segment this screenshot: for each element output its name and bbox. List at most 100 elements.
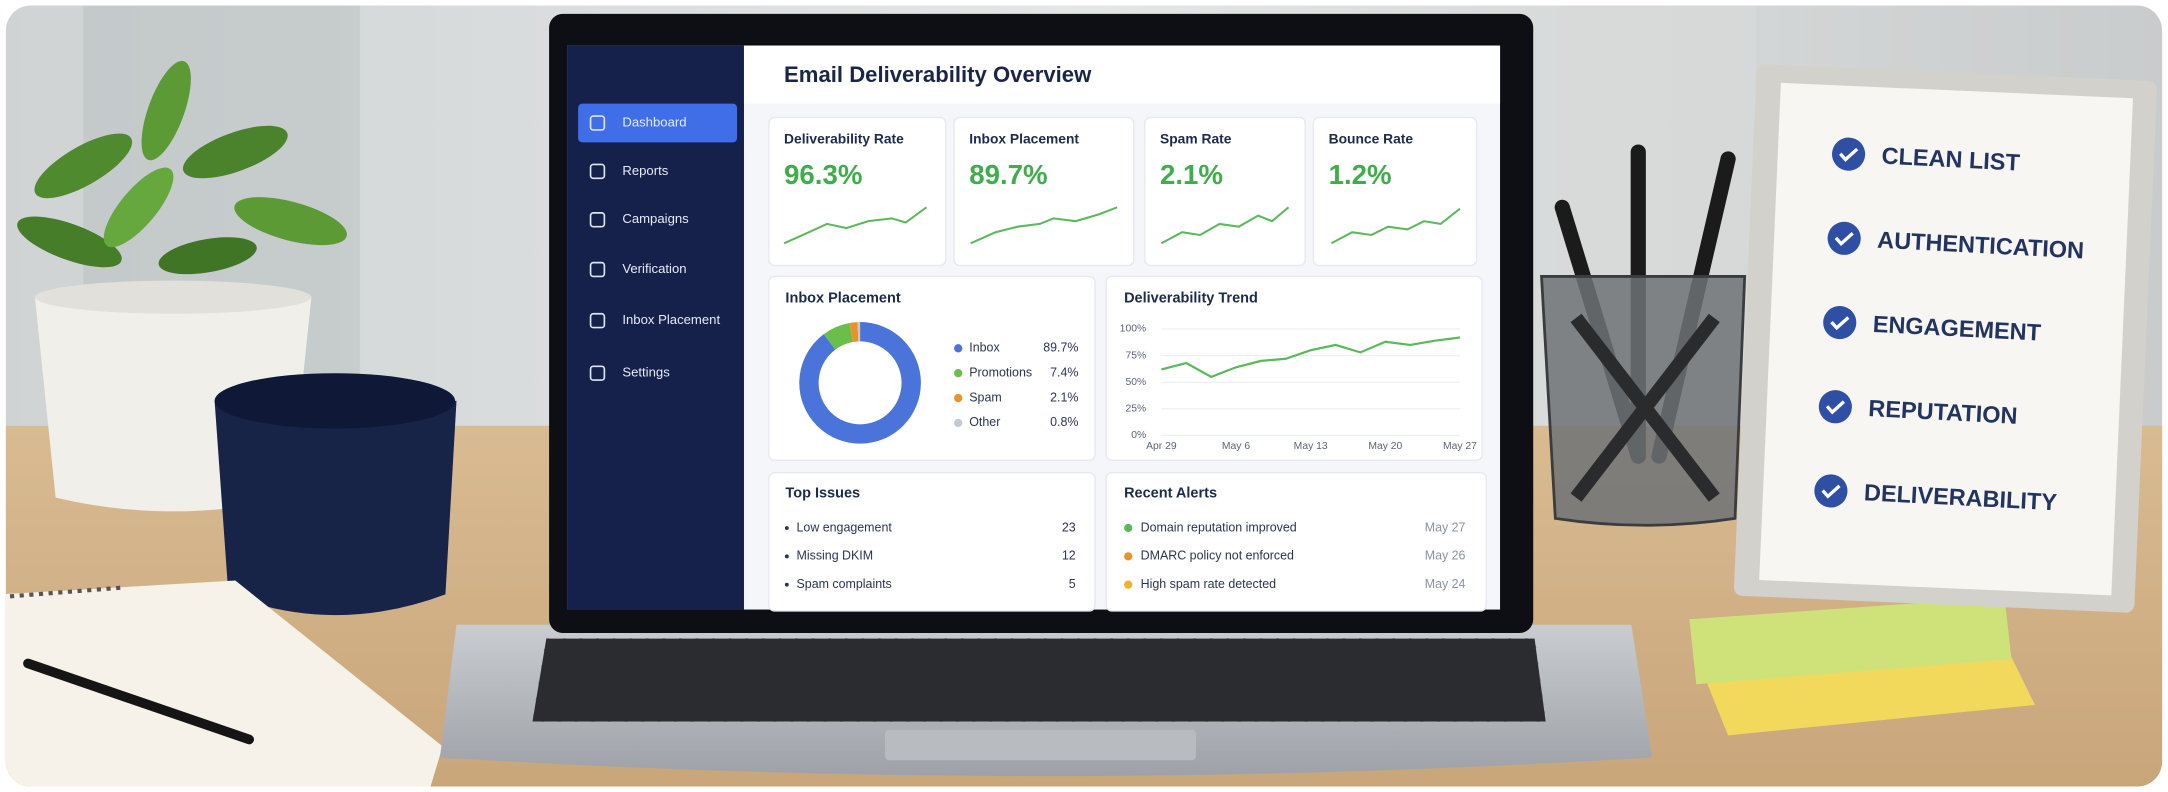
- plant-part: [34, 133, 133, 199]
- kpi-label: Inbox Placement: [969, 130, 1079, 146]
- alert-date: May 27: [1425, 520, 1466, 534]
- y-tick-label: 0%: [1131, 430, 1146, 441]
- bullet: [784, 526, 789, 530]
- nav-item[interactable]: Inbox Placement: [622, 312, 720, 327]
- y-tick-label: 100%: [1120, 324, 1147, 335]
- nav-item[interactable]: Reports: [622, 163, 668, 178]
- check-icon: [1814, 474, 1848, 508]
- issue-label: Missing DKIM: [797, 549, 874, 563]
- alert-text: DMARC policy not enforced: [1141, 549, 1294, 563]
- plant-part: [34, 280, 312, 314]
- page-title: Email Deliverability Overview: [784, 62, 1092, 87]
- card: [1144, 116, 1306, 267]
- check-icon: [1818, 390, 1852, 424]
- sticky-notes: [1689, 597, 2035, 736]
- sparklines-part: [970, 206, 1118, 245]
- y-tick-label: 50%: [1125, 377, 1146, 388]
- legend-dot: [954, 344, 963, 353]
- card-title: Recent Alerts: [1124, 485, 1217, 501]
- mug: [214, 373, 457, 616]
- issue-count: 12: [1062, 549, 1076, 563]
- notebook: [5, 580, 443, 787]
- legend-dot: [954, 393, 963, 403]
- pen-holder: [1540, 144, 1747, 527]
- legend-name: Other: [969, 415, 1000, 429]
- alert-date: May 24: [1425, 577, 1466, 591]
- mug-part: [214, 373, 456, 429]
- nav-icon: [589, 312, 606, 329]
- plant-part: [182, 125, 288, 179]
- pen-holder-part: [1540, 275, 1747, 527]
- active-nav: [578, 103, 738, 143]
- check-mark: [1834, 232, 1854, 247]
- legend-name: Spam: [969, 390, 1001, 404]
- y-tick-label: 75%: [1125, 350, 1146, 361]
- dashboard: Email Deliverability Overview Dashboard R…: [578, 62, 1487, 612]
- check-mark: [1821, 484, 1841, 499]
- sticky-notes-part: [1689, 597, 2012, 685]
- card: [768, 275, 1096, 461]
- pen-holder-part: [1570, 313, 1720, 502]
- card: [1312, 116, 1478, 267]
- kpi-label: Bounce Rate: [1329, 130, 1414, 146]
- sparklines-part: [1160, 206, 1290, 245]
- legend-value: 7.4%: [1050, 365, 1078, 379]
- x-tick-label: May 6: [1222, 441, 1250, 452]
- issue-count: 5: [1069, 577, 1076, 591]
- card-title: Inbox Placement: [785, 290, 900, 306]
- card: [768, 116, 947, 267]
- card: [1105, 472, 1487, 612]
- issue-label: Low engagement: [797, 520, 893, 534]
- nav-item[interactable]: Verification: [622, 261, 686, 276]
- plant-part: [158, 237, 257, 275]
- card: [953, 116, 1135, 267]
- card: [768, 472, 1096, 612]
- x-tick-label: Apr 29: [1146, 441, 1177, 452]
- donut-segment: [799, 322, 921, 444]
- check-mark: [1825, 400, 1846, 415]
- plant-part: [17, 216, 122, 268]
- legend-dot: [954, 418, 963, 428]
- card-title: Top Issues: [785, 485, 860, 501]
- nav-icon: [589, 365, 606, 381]
- alert-text: High spam rate detected: [1141, 577, 1276, 591]
- sparklines-part: [1330, 207, 1461, 245]
- card: [1105, 275, 1483, 461]
- alert-dot: [1124, 552, 1133, 561]
- check-icon: [1827, 221, 1861, 255]
- check-mark: [1839, 147, 1859, 162]
- legend-value: 0.8%: [1050, 415, 1078, 429]
- kpi-label: Deliverability Rate: [784, 130, 904, 146]
- laptop-part: [743, 45, 1501, 104]
- nav-item[interactable]: Settings: [622, 365, 670, 380]
- legend-name: Promotions: [969, 365, 1032, 379]
- plant-part: [141, 60, 191, 161]
- alert-dot: [1124, 523, 1133, 533]
- check-mark: [1830, 316, 1850, 331]
- notebook-part: [23, 658, 254, 745]
- laptop-part: [532, 638, 1546, 722]
- plant-part: [234, 197, 347, 246]
- legend-value: 89.7%: [1043, 341, 1078, 355]
- issue-count: 23: [1062, 520, 1076, 534]
- kpi-value: 1.2%: [1329, 159, 1392, 190]
- notebook-part: [5, 585, 125, 600]
- nav-item[interactable]: Dashboard: [622, 114, 686, 129]
- notebook-part: [5, 580, 443, 787]
- kpi-label: Spam Rate: [1160, 130, 1232, 146]
- nav-icon: [589, 212, 606, 228]
- alert-date: May 26: [1425, 549, 1466, 563]
- nav-item[interactable]: Campaigns: [622, 211, 689, 226]
- sign-card: [1733, 64, 2157, 613]
- check-icon: [1823, 305, 1857, 340]
- mug-part: [214, 400, 457, 616]
- x-tick-label: May 13: [1294, 441, 1328, 452]
- kpi-value: 96.3%: [784, 159, 862, 190]
- bullet: [784, 554, 789, 559]
- kpi-value: 89.7%: [969, 159, 1047, 190]
- card-title: Deliverability Trend: [1124, 290, 1258, 306]
- alert-text: Domain reputation improved: [1141, 520, 1297, 534]
